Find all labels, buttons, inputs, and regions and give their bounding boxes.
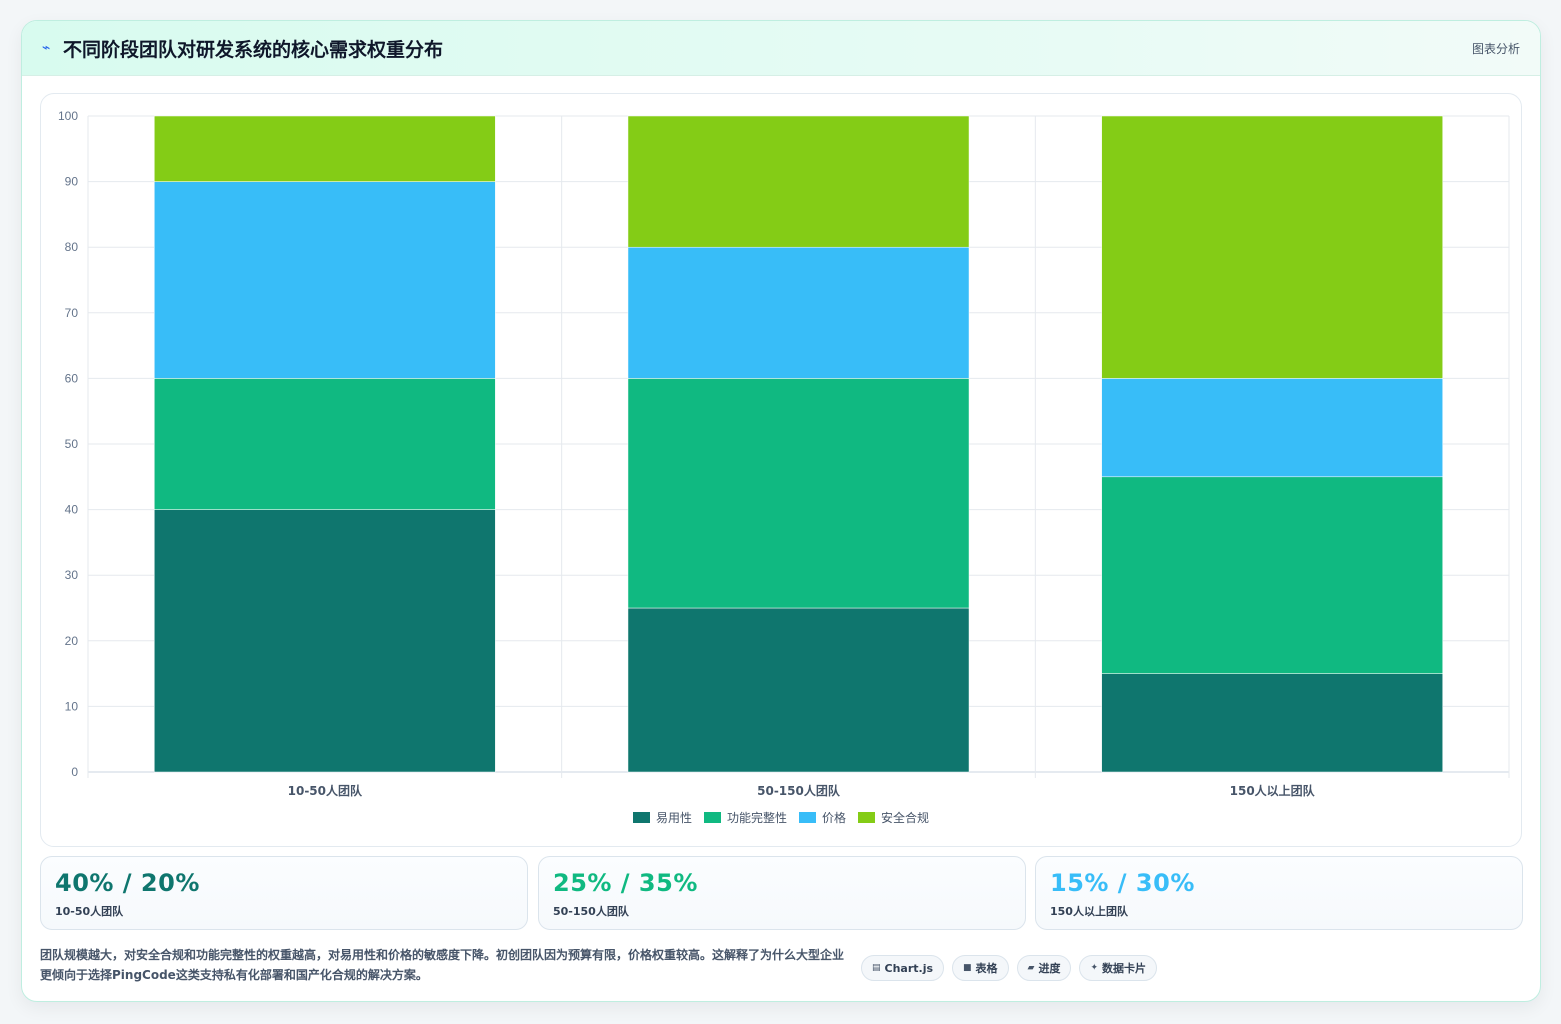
legend-swatch xyxy=(799,811,816,823)
lightning-icon: ⌁ xyxy=(42,40,51,56)
y-tick-label: 90 xyxy=(65,175,79,189)
y-tick-label: 40 xyxy=(65,503,79,517)
legend-swatch xyxy=(703,811,721,823)
legend-item[interactable]: 易用性 xyxy=(632,809,692,826)
legend-label: 功能完整性 xyxy=(726,810,787,825)
y-tick-label: 50 xyxy=(65,437,79,451)
bar-segment[interactable] xyxy=(154,378,496,510)
y-tick-label: 60 xyxy=(65,371,79,385)
bar-segment[interactable] xyxy=(627,378,970,609)
y-tick-label: 100 xyxy=(58,109,78,123)
pill-label: Chart.js xyxy=(884,961,934,975)
bar-segment[interactable] xyxy=(154,509,496,773)
x-tick-label: 10-50人团队 xyxy=(288,783,363,798)
table-icon: ■ xyxy=(963,963,972,973)
y-tick-label: 30 xyxy=(65,568,79,582)
bar-segment[interactable] xyxy=(154,181,496,379)
pill-label: 数据卡片 xyxy=(1102,962,1147,975)
view-chartjs-button[interactable]: ▤ Chart.js xyxy=(861,955,945,981)
y-tick-label: 70 xyxy=(65,306,79,320)
bar-segment[interactable] xyxy=(1101,378,1443,478)
chart-icon: ▤ xyxy=(872,963,881,973)
pill-label: 表格 xyxy=(975,962,998,975)
stacked-bar-chart: 0 10 20 30 40 50 60 70 80 90 100 10-50人团队 50-150人团队 1… xyxy=(58,109,1510,798)
chart-legend: 易用性 功能完整性 价格 安全合规 xyxy=(41,808,1521,826)
legend-label: 安全合规 xyxy=(881,810,930,825)
view-table-button[interactable]: ■ 表格 xyxy=(952,955,1009,981)
bar-segment[interactable] xyxy=(627,246,970,379)
bar-segment[interactable] xyxy=(1101,673,1443,773)
bar-segment[interactable] xyxy=(1101,476,1443,674)
x-tick-label: 150人以上团队 xyxy=(1230,783,1316,798)
legend-label: 价格 xyxy=(822,810,847,825)
bar-segment[interactable] xyxy=(627,115,970,248)
sparkle-icon: ✦ xyxy=(1090,963,1099,973)
chart-container: 0 10 20 30 40 50 60 70 80 90 100 10-50人团队 50-150人团队 1… xyxy=(40,93,1522,847)
view-switcher: ▤ Chart.js ■ 表格 ▰ 进度 ✦ 数据卡片 xyxy=(861,955,1158,981)
view-data-cards-button[interactable]: ✦ 数据卡片 xyxy=(1079,955,1158,981)
kpi-value: 15% / 30% xyxy=(1050,869,1195,897)
x-tick-label: 50-150人团队 xyxy=(757,783,841,798)
y-tick-label: 0 xyxy=(71,765,78,779)
chart-analysis-tag: 图表分析 xyxy=(1471,42,1520,56)
legend-swatch xyxy=(858,811,876,823)
bar-segment[interactable] xyxy=(627,607,970,773)
view-progress-button[interactable]: ▰ 进度 xyxy=(1016,955,1072,981)
legend-swatch xyxy=(632,811,650,823)
kpi-value: 25% / 35% xyxy=(553,869,698,897)
legend-item[interactable]: 价格 xyxy=(799,809,846,826)
legend-item[interactable]: 功能完整性 xyxy=(703,809,787,826)
y-tick-label: 10 xyxy=(65,699,79,713)
kpi-label: 10-50人团队 xyxy=(55,905,124,918)
kpi-card-small-team: 40% / 20% 10-50人团队 xyxy=(40,856,528,930)
card-header: ⌁ 不同阶段团队对研发系统的核心需求权重分布 图表分析 xyxy=(22,21,1540,76)
progress-icon: ▰ xyxy=(1027,963,1035,973)
kpi-card-large-team: 15% / 30% 150人以上团队 xyxy=(1035,856,1523,930)
kpi-label: 50-150人团队 xyxy=(553,905,629,918)
bar-segment[interactable] xyxy=(1101,115,1443,379)
page-title: 不同阶段团队对研发系统的核心需求权重分布 xyxy=(63,39,444,61)
kpi-card-mid-team: 25% / 35% 50-150人团队 xyxy=(538,856,1026,930)
y-tick-label: 80 xyxy=(65,240,79,254)
legend-item[interactable]: 安全合规 xyxy=(858,809,929,826)
legend-label: 易用性 xyxy=(655,810,692,825)
kpi-value: 40% / 20% xyxy=(55,869,200,897)
insight-text: 团队规模越大，对安全合规和功能完整性的权重越高，对易用性和价格的敏感度下降。初创… xyxy=(40,948,845,982)
kpi-label: 150人以上团队 xyxy=(1050,905,1128,918)
y-tick-label: 20 xyxy=(65,634,79,648)
chart-card: ⌁ 不同阶段团队对研发系统的核心需求权重分布 图表分析 0 10 20 30 40 50 6… xyxy=(21,20,1541,1002)
bar-segment[interactable] xyxy=(154,115,496,182)
pill-label: 进度 xyxy=(1038,962,1061,975)
